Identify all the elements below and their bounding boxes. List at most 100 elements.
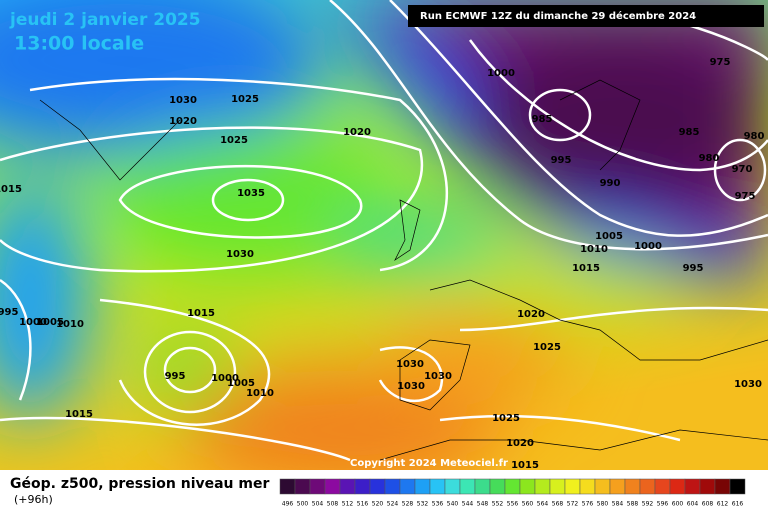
isobar-label: 1030 <box>169 95 197 106</box>
isobar-label: 1025 <box>231 94 259 105</box>
legend-label: 504 <box>312 501 324 508</box>
legend-swatch <box>714 478 731 495</box>
isobar-label: 1015 <box>65 409 93 420</box>
legend-swatch <box>354 478 371 495</box>
legend-label: 560 <box>522 501 534 508</box>
isobar-label: 1010 <box>56 319 84 330</box>
isobar-label: 990 <box>600 178 621 189</box>
legend-label: 572 <box>567 501 579 508</box>
isobar-label: 980 <box>699 153 720 164</box>
isobar-label: 980 <box>744 131 765 142</box>
legend-swatch <box>309 478 326 495</box>
legend-swatch <box>549 478 566 495</box>
isobar-label: 970 <box>732 164 753 175</box>
legend-swatch <box>564 478 581 495</box>
isobar-label: 1015 <box>511 460 539 471</box>
legend-label: 536 <box>432 501 444 508</box>
isobar-label: 995 <box>165 371 186 382</box>
legend-label: 552 <box>492 501 504 508</box>
isobar-label: 995 <box>683 263 704 274</box>
legend-swatch <box>654 478 671 495</box>
isobar-label: 1010 <box>246 388 274 399</box>
legend-swatch <box>294 478 311 495</box>
legend-label: 540 <box>447 501 459 508</box>
legend-label: 516 <box>357 501 369 508</box>
legend-swatch <box>339 478 356 495</box>
legend-label: 576 <box>582 501 594 508</box>
copyright: Copyright 2024 Meteociel.fr <box>350 458 508 469</box>
isobar-label: 1000 <box>487 68 515 79</box>
legend-label: 600 <box>672 501 684 508</box>
isobar-label: 1030 <box>734 379 762 390</box>
legend-label: 508 <box>327 501 339 508</box>
isobar-label: 985 <box>532 114 553 125</box>
legend-swatch <box>444 478 461 495</box>
legend-swatch <box>684 478 701 495</box>
legend-swatch <box>474 478 491 495</box>
legend-swatch <box>624 478 641 495</box>
footer-title: Géop. z500, pression niveau mer <box>10 476 269 492</box>
legend-swatch <box>504 478 521 495</box>
legend-label: 568 <box>552 501 564 508</box>
isobar-label: 1025 <box>533 342 561 353</box>
legend-swatch <box>669 478 686 495</box>
run-label: Run ECMWF 12Z du dimanche 29 décembre 20… <box>420 10 696 22</box>
legend-swatch <box>324 478 341 495</box>
legend-swatch <box>699 478 716 495</box>
legend-swatch <box>279 478 296 495</box>
legend-label: 520 <box>372 501 384 508</box>
isobar-label: 1000 <box>634 241 662 252</box>
isobar-label: 1030 <box>226 249 254 260</box>
legend-label: 616 <box>732 501 744 508</box>
legend-label: 588 <box>627 501 639 508</box>
legend-label: 512 <box>342 501 354 508</box>
footer-lead: (+96h) <box>14 493 53 506</box>
isobar-label: 1020 <box>343 127 371 138</box>
legend-label: 532 <box>417 501 429 508</box>
isobar-label: 975 <box>735 191 756 202</box>
legend-swatch <box>729 478 746 495</box>
isobar-label: 995 <box>551 155 572 166</box>
legend-label: 556 <box>507 501 519 508</box>
run-box <box>408 5 764 27</box>
isobar-label: 1020 <box>506 438 534 449</box>
legend-swatch <box>609 478 626 495</box>
legend-swatch <box>369 478 386 495</box>
legend-swatch <box>429 478 446 495</box>
legend-label: 564 <box>537 501 549 508</box>
legend-label: 604 <box>687 501 699 508</box>
legend-swatch <box>384 478 401 495</box>
legend-swatch <box>399 478 416 495</box>
legend-swatch <box>579 478 596 495</box>
isobar-label: 1030 <box>424 371 452 382</box>
isobar-label: 1000 <box>19 317 47 328</box>
legend-label: 612 <box>717 501 729 508</box>
isobar-label: 1005 <box>36 317 64 328</box>
legend-label: 608 <box>702 501 714 508</box>
isobar-label: 1005 <box>227 378 255 389</box>
legend-swatch <box>534 478 551 495</box>
legend-label: 596 <box>657 501 669 508</box>
isobar-label: 985 <box>679 127 700 138</box>
isobar-label: 1025 <box>492 413 520 424</box>
isobar-label: 975 <box>710 57 731 68</box>
legend-label: 524 <box>387 501 399 508</box>
isobar-label: 1035 <box>237 188 265 199</box>
legend-label: 592 <box>642 501 654 508</box>
legend-swatch <box>639 478 656 495</box>
legend-label: 584 <box>612 501 624 508</box>
isobar-label: 1030 <box>397 381 425 392</box>
legend-swatch <box>519 478 536 495</box>
map-subtitle: 13:00 locale <box>14 33 144 55</box>
legend-swatch <box>459 478 476 495</box>
isobar-label: 995 <box>0 307 18 318</box>
legend-label: 528 <box>402 501 414 508</box>
legend-label: 500 <box>297 501 309 508</box>
isobar-label: 1030 <box>396 359 424 370</box>
map: Run ECMWF 12Z du dimanche 29 décembre 20… <box>0 0 768 471</box>
legend-label: 496 <box>282 501 294 508</box>
coastlines <box>39 79 768 461</box>
isobar-label: 1025 <box>220 135 248 146</box>
legend-label: 580 <box>597 501 609 508</box>
